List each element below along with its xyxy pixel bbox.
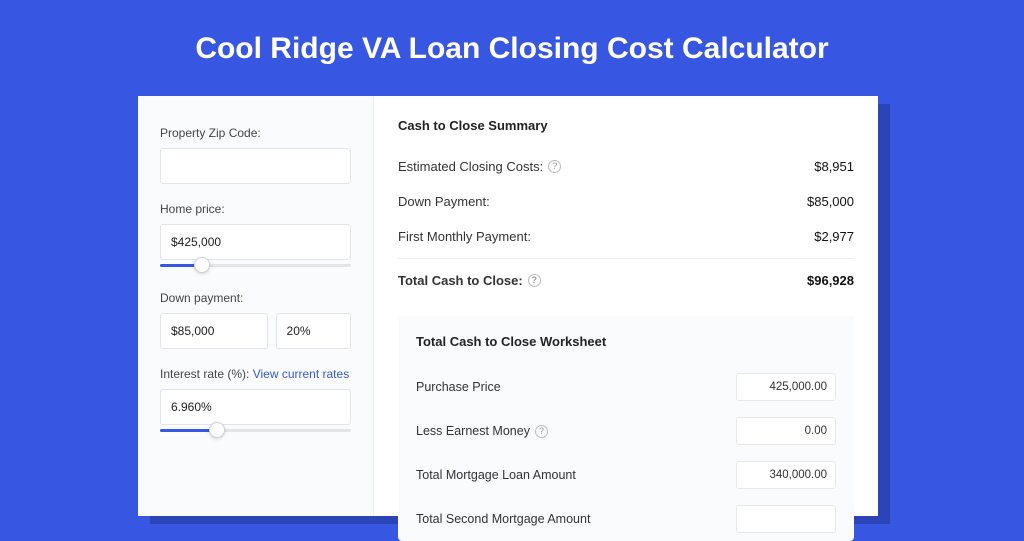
interest-rate-label-text: Interest rate (%):: [160, 367, 253, 381]
down-payment-field: Down payment:: [160, 291, 351, 349]
summary-label: First Monthly Payment:: [398, 229, 531, 244]
worksheet-value: 425,000.00: [736, 373, 836, 401]
summary-value: $2,977: [814, 229, 854, 244]
worksheet-label: Total Mortgage Loan Amount: [416, 468, 576, 482]
summary-value: $8,951: [814, 159, 854, 174]
worksheet-title: Total Cash to Close Worksheet: [416, 334, 836, 349]
interest-rate-label: Interest rate (%): View current rates: [160, 367, 351, 381]
view-rates-link[interactable]: View current rates: [253, 367, 350, 381]
slider-thumb[interactable]: [209, 422, 225, 438]
results-content: Cash to Close Summary Estimated Closing …: [374, 96, 878, 516]
page-title: Cool Ridge VA Loan Closing Cost Calculat…: [0, 0, 1024, 94]
summary-row-first-payment: First Monthly Payment: $2,977: [398, 219, 854, 254]
worksheet-value: [736, 505, 836, 533]
worksheet-value: 340,000.00: [736, 461, 836, 489]
down-payment-pct-input[interactable]: [276, 313, 351, 349]
help-icon[interactable]: ?: [535, 425, 548, 438]
worksheet-row-loan-amount: Total Mortgage Loan Amount 340,000.00: [416, 453, 836, 497]
summary-row-down-payment: Down Payment: $85,000: [398, 184, 854, 219]
summary-total-label: Total Cash to Close:: [398, 273, 523, 288]
home-price-field: Home price:: [160, 202, 351, 273]
cash-to-close-summary: Cash to Close Summary Estimated Closing …: [398, 118, 854, 298]
calculator-panel: Property Zip Code: Home price: Down paym…: [138, 96, 878, 516]
home-price-label: Home price:: [160, 202, 351, 216]
summary-label: Down Payment:: [398, 194, 490, 209]
home-price-input[interactable]: [160, 224, 351, 260]
zip-input[interactable]: [160, 148, 351, 184]
summary-value: $85,000: [807, 194, 854, 209]
worksheet-label: Less Earnest Money: [416, 424, 530, 438]
worksheet-row-second-mortgage: Total Second Mortgage Amount: [416, 497, 836, 541]
interest-rate-field: Interest rate (%): View current rates: [160, 367, 351, 438]
summary-row-total: Total Cash to Close: ? $96,928: [398, 258, 854, 298]
slider-thumb[interactable]: [194, 257, 210, 273]
summary-total-value: $96,928: [807, 273, 854, 288]
zip-label: Property Zip Code:: [160, 126, 351, 140]
worksheet-row-purchase-price: Purchase Price 425,000.00: [416, 365, 836, 409]
inputs-sidebar: Property Zip Code: Home price: Down paym…: [138, 96, 374, 516]
worksheet-value: 0.00: [736, 417, 836, 445]
down-payment-label: Down payment:: [160, 291, 351, 305]
help-icon[interactable]: ?: [548, 160, 561, 173]
summary-row-closing-costs: Estimated Closing Costs: ? $8,951: [398, 149, 854, 184]
interest-rate-input[interactable]: [160, 389, 351, 425]
worksheet-panel: Total Cash to Close Worksheet Purchase P…: [398, 316, 854, 541]
worksheet-label: Total Second Mortgage Amount: [416, 512, 590, 526]
down-payment-input[interactable]: [160, 313, 268, 349]
zip-field: Property Zip Code:: [160, 126, 351, 184]
help-icon[interactable]: ?: [528, 274, 541, 287]
home-price-slider[interactable]: [160, 259, 351, 273]
summary-label: Estimated Closing Costs:: [398, 159, 543, 174]
worksheet-row-earnest-money: Less Earnest Money ? 0.00: [416, 409, 836, 453]
worksheet-label: Purchase Price: [416, 380, 501, 394]
summary-title: Cash to Close Summary: [398, 118, 854, 133]
interest-rate-slider[interactable]: [160, 424, 351, 438]
